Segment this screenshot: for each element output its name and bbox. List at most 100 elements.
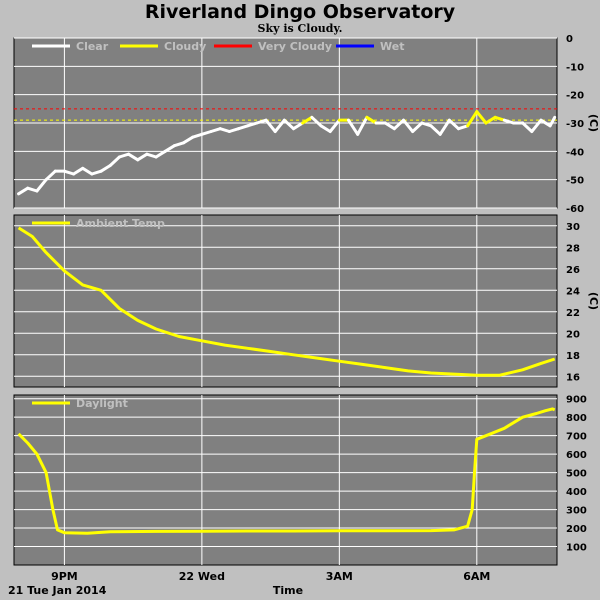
legend-label-sky-1: Cloudy — [164, 40, 206, 53]
sky-segment-3 — [44, 169, 57, 182]
temperature-ytick-label-6: 28 — [566, 243, 580, 254]
sky-segment-22 — [218, 127, 231, 133]
sky-segment-32 — [310, 115, 323, 128]
sky-ytick-label-4: -40 — [566, 147, 584, 158]
sky-segment-9 — [99, 164, 112, 173]
daylight-series-line-0 — [17, 407, 556, 535]
sky-segment-26 — [255, 118, 268, 125]
xtick-label-2: 3AM — [326, 570, 353, 583]
sky-segment-15 — [154, 149, 167, 159]
daylight-ytick-label-5: 600 — [566, 450, 587, 461]
sky-ytick-label-3: -30 — [566, 119, 584, 130]
daylight-ytick-label-3: 400 — [566, 487, 587, 498]
sky-segment-58 — [548, 115, 557, 128]
sky-segment-23 — [227, 127, 241, 133]
sky-segment-45 — [429, 124, 442, 136]
legend-label-temperature-0: Ambient Temp — [76, 217, 165, 230]
sky-panel — [13, 37, 558, 209]
sky-status: Sky is Cloudy. — [257, 22, 343, 35]
temperature-panel — [13, 214, 558, 388]
sky-segment-19 — [191, 132, 204, 139]
sky-segment-14 — [145, 152, 158, 159]
sky-segment-21 — [209, 127, 222, 133]
temperature-ytick-label-4: 24 — [566, 286, 580, 297]
legend-label-sky-2: Very Cloudy — [258, 40, 332, 53]
daylight-ytick-label-7: 800 — [566, 413, 587, 424]
temperature-ytick-label-0: 16 — [566, 372, 580, 383]
xtick-label-0: 9PM — [51, 570, 78, 583]
temperature-ytick-label-5: 26 — [566, 265, 580, 276]
sky-segment-43 — [411, 121, 424, 133]
daylight-ytick-label-2: 300 — [566, 506, 587, 517]
sky-segment-18 — [182, 135, 195, 145]
daylight-ytick-label-0: 100 — [566, 543, 587, 554]
sky-segment-52 — [493, 115, 506, 122]
sky-ytick-label-5: -50 — [566, 176, 584, 187]
sky-segment-57 — [539, 118, 552, 128]
sky-segment-48 — [456, 124, 470, 131]
sky-segment-50 — [475, 110, 488, 125]
sky-segment-37 — [356, 115, 369, 136]
sky-segment-56 — [530, 118, 543, 133]
x-axis-label: Time — [273, 584, 303, 597]
sky-segment-7 — [81, 166, 94, 176]
sky-ytick-label-6: -60 — [566, 204, 584, 215]
temperature-ytick-label-7: 30 — [566, 222, 580, 233]
sky-segment-36 — [347, 118, 360, 136]
sky-segment-11 — [117, 152, 131, 159]
sky-segment-31 — [301, 115, 314, 125]
sky-segment-40 — [383, 121, 396, 131]
sky-segment-10 — [108, 155, 121, 167]
sky-segment-44 — [420, 121, 433, 128]
sky-segment-13 — [136, 152, 149, 162]
sky-segment-38 — [365, 115, 378, 125]
sky-ylabel: (C) — [587, 114, 600, 132]
daylight-ytick-label-4: 500 — [566, 469, 587, 480]
sky-segment-2 — [35, 178, 48, 193]
xtick-label-3: 6AM — [463, 570, 490, 583]
sky-segment-30 — [292, 121, 305, 131]
sky-segment-42 — [401, 118, 415, 133]
sky-ytick-label-1: -10 — [566, 62, 584, 73]
sky-segment-49 — [466, 110, 479, 128]
temperature-ytick-label-1: 18 — [566, 351, 580, 362]
temperature-plot-area — [13, 214, 558, 388]
temperature-ytick-label-3: 22 — [566, 308, 580, 319]
sky-segment-41 — [392, 118, 405, 131]
temperature-ytick-label-2: 20 — [566, 329, 580, 340]
legend-label-daylight-0: Daylight — [76, 397, 128, 410]
sky-segment-47 — [447, 118, 460, 131]
page-title: Riverland Dingo Observatory — [144, 1, 456, 23]
date-label: 21 Tue Jan 2014 — [8, 584, 107, 597]
sky-segment-55 — [521, 121, 534, 133]
sky-segment-16 — [163, 144, 176, 153]
sky-segment-34 — [328, 118, 341, 133]
sky-segment-12 — [127, 152, 140, 162]
legend-label-sky-0: Clear — [76, 40, 109, 53]
sky-segment-51 — [484, 115, 497, 125]
sky-segment-24 — [237, 124, 250, 131]
daylight-plot-area — [13, 394, 558, 566]
daylight-ytick-label-1: 200 — [566, 524, 587, 535]
sky-ytick-label-0: 0 — [566, 34, 573, 45]
sky-segment-1 — [26, 186, 39, 193]
sky-segment-33 — [319, 124, 332, 133]
sky-segment-25 — [246, 121, 259, 128]
xtick-label-1: 22 Wed — [179, 570, 225, 583]
sky-ytick-label-2: -20 — [566, 91, 584, 102]
sky-segment-6 — [72, 166, 85, 176]
sky-segment-20 — [200, 130, 213, 136]
sky-segment-0 — [17, 186, 30, 196]
sky-segment-17 — [172, 141, 186, 148]
sky-segment-5 — [62, 169, 76, 176]
sky-segment-29 — [282, 118, 296, 131]
daylight-panel — [13, 394, 558, 566]
daylight-ytick-label-6: 700 — [566, 432, 587, 443]
sky-segment-28 — [273, 118, 286, 133]
temperature-ylabel: (C) — [587, 292, 600, 310]
sky-segment-46 — [438, 118, 451, 136]
sky-segment-8 — [90, 169, 103, 176]
sky-segment-27 — [264, 118, 277, 133]
